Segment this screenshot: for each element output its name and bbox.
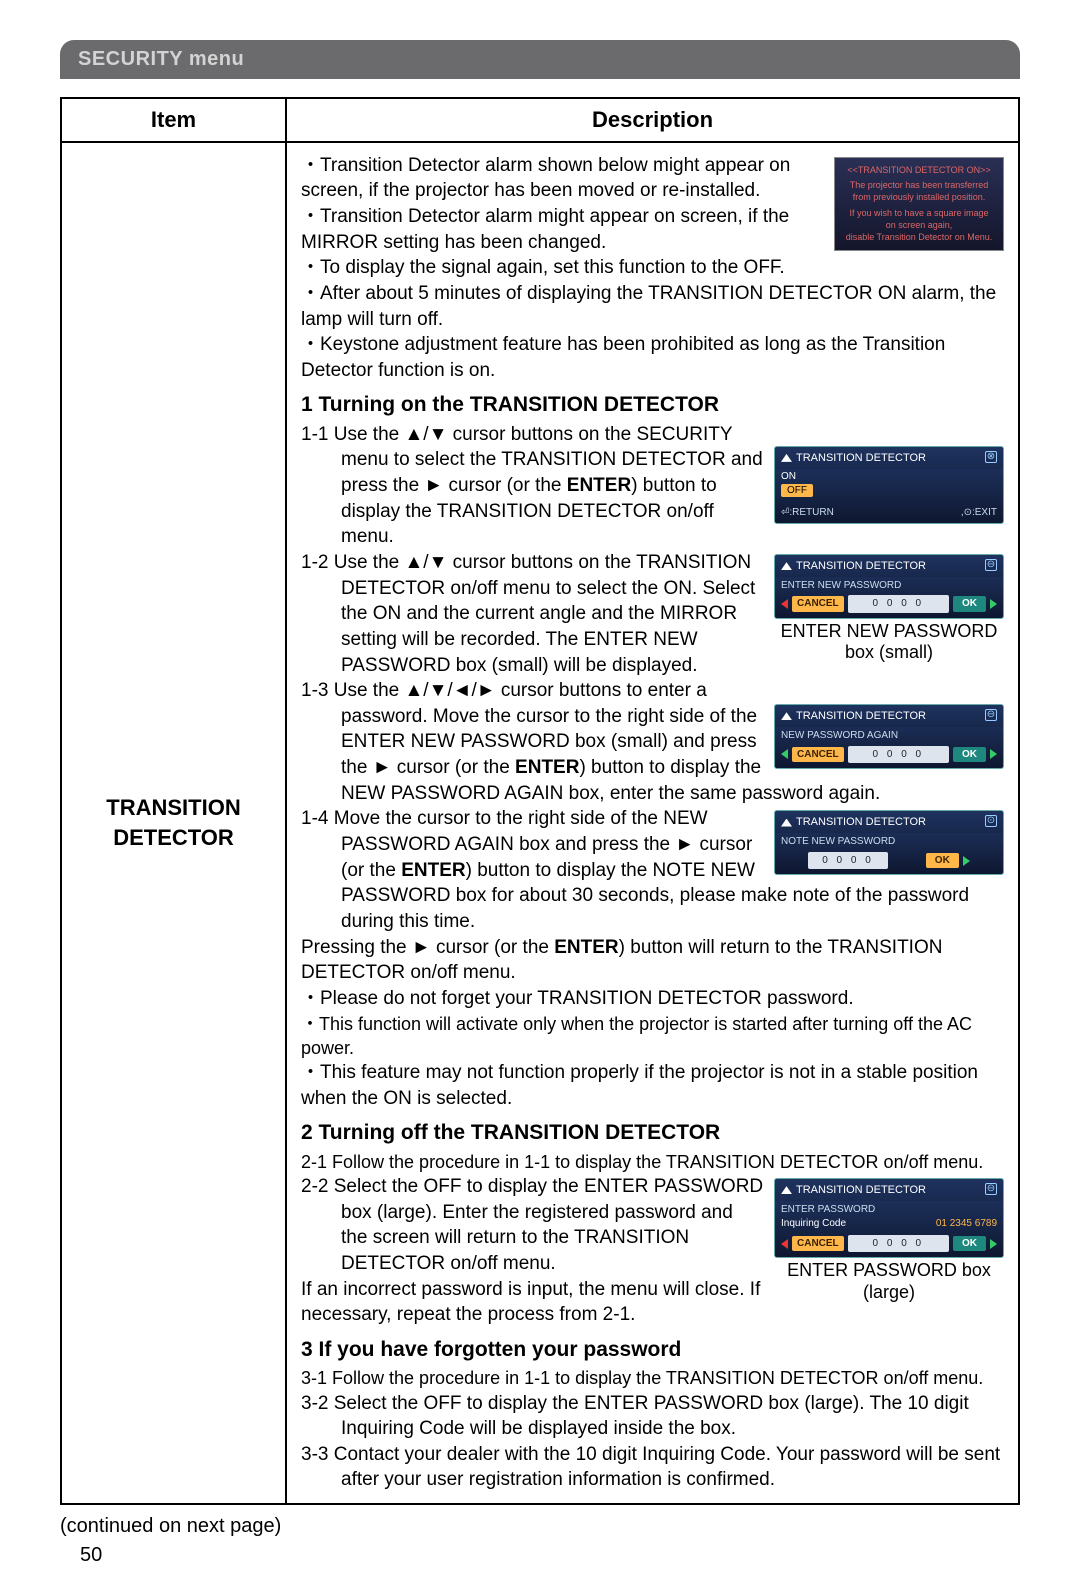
osd-enter-new-password: TRANSITION DETECTOR⊖ ENTER NEW PASSWORD … [774, 554, 1004, 619]
osd-title: TRANSITION DETECTOR ⊗ [775, 447, 1003, 469]
osd-title: TRANSITION DETECTOR⊖ [775, 555, 1003, 577]
close-icon: ⊖ [985, 709, 997, 721]
close-icon: ⊖ [985, 1183, 997, 1195]
menu-header: SECURITY menu [60, 40, 1020, 79]
chevron-right-icon [963, 856, 970, 866]
osd-enter-password-wrap: TRANSITION DETECTOR⊖ ENTER PASSWORD Inqu… [774, 1178, 1004, 1304]
inquiring-code: 01 2345 6789 [936, 1217, 997, 1231]
osd-alert-line: from previously installed position. [841, 191, 997, 203]
ok-button: OK [926, 853, 959, 869]
section1-note: Pressing the ► cursor (or the ENTER) but… [301, 935, 1004, 986]
section1-bullet: ・This feature may not function properly … [301, 1060, 1004, 1111]
osd-title: TRANSITION DETECTOR⊙ [775, 811, 1003, 833]
item-label-line1: TRANSITION [62, 793, 285, 823]
intro-bullet: ・Keystone adjustment feature has been pr… [301, 332, 1004, 383]
inquiring-label: Inquiring Code [781, 1217, 846, 1231]
password-digits: 0 0 0 0 [848, 1235, 949, 1253]
step-3-3: 3-3 Contact your dealer with the 10 digi… [301, 1442, 1004, 1493]
continued-label: (continued on next page) [60, 1513, 1020, 1540]
chevron-right-icon [990, 1239, 997, 1249]
close-icon: ⊙ [985, 815, 997, 827]
osd-enter-new-password-wrap: TRANSITION DETECTOR⊖ ENTER NEW PASSWORD … [774, 554, 1004, 664]
osd-return-label: ⏎:RETURN [781, 506, 834, 520]
security-icon [781, 1186, 792, 1194]
osd-onoff: TRANSITION DETECTOR ⊗ ON OFF ⏎:RETURN ,⊙:… [774, 446, 1004, 524]
intro-bullet: ・After about 5 minutes of displaying the… [301, 281, 1004, 332]
chevron-right-icon [990, 749, 997, 759]
osd-exit-label: ,⊙:EXIT [961, 506, 997, 520]
osd-title-text: TRANSITION DETECTOR [796, 452, 926, 464]
close-icon: ⊗ [985, 451, 997, 463]
security-icon [781, 454, 792, 462]
osd-alert-line: If you wish to have a square image [841, 207, 997, 219]
ok-button: OK [953, 596, 986, 612]
osd-label: ENTER NEW PASSWORD [775, 577, 1003, 593]
item-label-line2: DETECTOR [62, 823, 285, 853]
security-icon [781, 712, 792, 720]
chevron-left-icon [781, 749, 788, 759]
osd-footer: ⏎:RETURN ,⊙:EXIT [775, 503, 1003, 524]
osd-input-row: CANCEL 0 0 0 0 OK [775, 592, 1003, 618]
close-icon: ⊖ [985, 559, 997, 571]
osd-inquiring-row: Inquiring Code 01 2345 6789 [775, 1216, 1003, 1232]
osd-caption: ENTER NEW PASSWORD box (small) [774, 621, 1004, 664]
osd-alert-line: on screen again, [841, 219, 997, 231]
osd-alert-line: The projector has been transferred [841, 179, 997, 191]
header-description: Description [286, 98, 1019, 142]
description-cell: <<TRANSITION DETECTOR ON>> The projector… [286, 142, 1019, 1504]
chevron-left-icon [781, 599, 788, 609]
osd-caption: ENTER PASSWORD box (large) [774, 1260, 1004, 1303]
header-item: Item [61, 98, 286, 142]
osd-password-again: TRANSITION DETECTOR⊖ NEW PASSWORD AGAIN … [774, 704, 1004, 769]
cancel-button: CANCEL [792, 747, 844, 763]
chevron-right-icon [990, 599, 997, 609]
section1-heading: 1 Turning on the TRANSITION DETECTOR [301, 391, 1004, 419]
section2-heading: 2 Turning off the TRANSITION DETECTOR [301, 1119, 1004, 1147]
ok-button: OK [953, 1236, 986, 1252]
osd-note-password: TRANSITION DETECTOR⊙ NOTE NEW PASSWORD 0… [774, 810, 1004, 875]
step-3-1: 3-1 Follow the procedure in 1-1 to displ… [301, 1366, 1004, 1390]
security-icon [781, 819, 792, 827]
password-digits: 0 0 0 0 [848, 595, 949, 613]
osd-input-row: CANCEL 0 0 0 0 OK [775, 743, 1003, 769]
section3-heading: 3 If you have forgotten your password [301, 1336, 1004, 1364]
osd-off-option: OFF [781, 484, 813, 497]
cancel-button: CANCEL [792, 596, 844, 612]
osd-input-row: CANCEL 0 0 0 0 OK [775, 1232, 1003, 1258]
osd-input-row: 0 0 0 0 OK [775, 849, 1003, 875]
osd-alert-title: <<TRANSITION DETECTOR ON>> [841, 164, 997, 176]
osd-alert-line: disable Transition Detector on Menu. [841, 231, 997, 243]
step-2-1: 2-1 Follow the procedure in 1-1 to displ… [301, 1150, 1004, 1174]
item-label: TRANSITION DETECTOR [61, 142, 286, 1504]
osd-label: NEW PASSWORD AGAIN [775, 727, 1003, 743]
ok-button: OK [953, 747, 986, 763]
chevron-left-icon [781, 1239, 788, 1249]
step-3-2: 3-2 Select the OFF to display the ENTER … [301, 1391, 1004, 1442]
password-digits: 0 0 0 0 [848, 746, 949, 764]
cancel-button: CANCEL [792, 1236, 844, 1252]
section1-bullet: ・Please do not forget your TRANSITION DE… [301, 986, 1004, 1012]
intro-bullet: ・To display the signal again, set this f… [301, 255, 1004, 281]
osd-enter-password: TRANSITION DETECTOR⊖ ENTER PASSWORD Inqu… [774, 1178, 1004, 1258]
page-number: 50 [60, 1542, 1020, 1569]
osd-label: NOTE NEW PASSWORD [775, 833, 1003, 849]
osd-on-option: ON [775, 469, 1003, 485]
main-table: Item Description TRANSITION DETECTOR <<T… [60, 97, 1020, 1505]
osd-title: TRANSITION DETECTOR⊖ [775, 705, 1003, 727]
section1-bullet: ・This function will activate only when t… [301, 1012, 1004, 1061]
osd-label: ENTER PASSWORD [775, 1201, 1003, 1217]
osd-alert: <<TRANSITION DETECTOR ON>> The projector… [834, 157, 1004, 251]
security-icon [781, 562, 792, 570]
osd-title: TRANSITION DETECTOR⊖ [775, 1179, 1003, 1201]
password-digits: 0 0 0 0 [808, 852, 888, 870]
